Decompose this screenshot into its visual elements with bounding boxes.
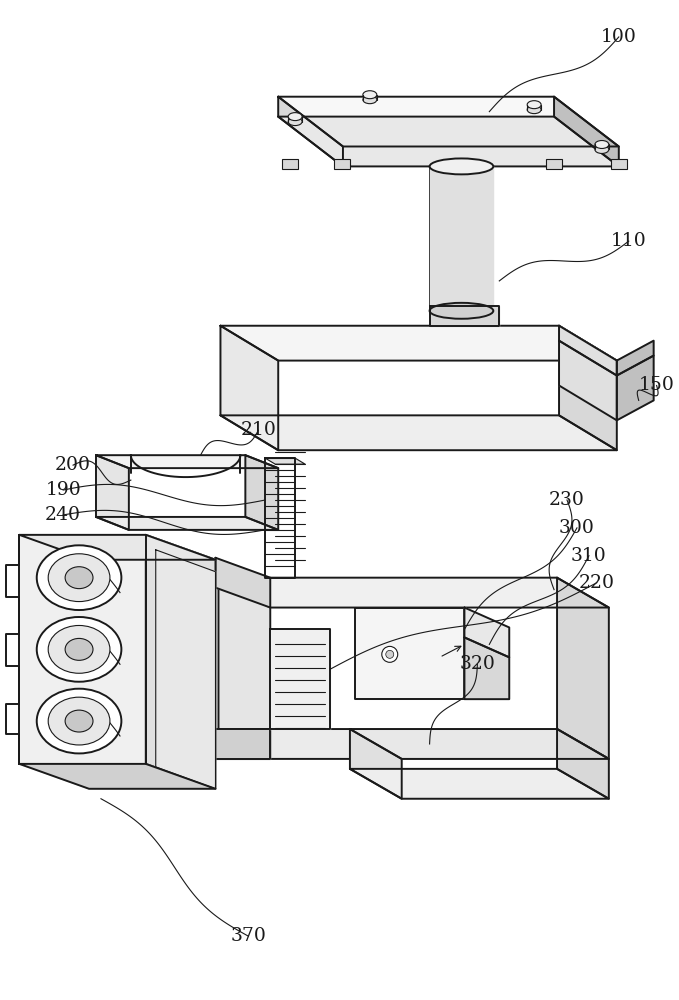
Ellipse shape (288, 113, 302, 121)
Polygon shape (430, 306, 499, 326)
Polygon shape (278, 117, 619, 166)
Polygon shape (355, 608, 464, 699)
Ellipse shape (65, 567, 93, 589)
Polygon shape (464, 637, 509, 699)
Ellipse shape (65, 710, 93, 732)
Polygon shape (557, 729, 609, 799)
Text: 230: 230 (549, 491, 585, 509)
Polygon shape (215, 558, 270, 608)
Polygon shape (245, 455, 278, 530)
Ellipse shape (595, 141, 609, 148)
Bar (546, 159, 562, 169)
Polygon shape (219, 578, 270, 759)
Ellipse shape (430, 158, 494, 174)
Ellipse shape (363, 91, 377, 99)
Polygon shape (278, 97, 343, 166)
Polygon shape (617, 356, 654, 420)
Ellipse shape (363, 96, 377, 104)
Ellipse shape (37, 689, 122, 753)
Text: 310: 310 (571, 547, 607, 565)
Bar (611, 159, 627, 169)
Text: 150: 150 (639, 376, 674, 394)
Text: 300: 300 (559, 519, 595, 537)
Polygon shape (617, 341, 654, 376)
Ellipse shape (48, 625, 110, 673)
Text: 210: 210 (240, 421, 276, 439)
Polygon shape (559, 326, 617, 376)
Bar (282, 159, 298, 169)
Polygon shape (221, 326, 617, 361)
Text: 200: 200 (55, 456, 91, 474)
Ellipse shape (37, 545, 122, 610)
Polygon shape (221, 415, 617, 450)
Text: 110: 110 (611, 232, 646, 250)
Ellipse shape (527, 101, 541, 109)
Ellipse shape (527, 106, 541, 114)
Bar (334, 159, 350, 169)
Text: 320: 320 (460, 655, 495, 673)
Polygon shape (221, 326, 278, 450)
Polygon shape (557, 578, 609, 759)
Ellipse shape (595, 145, 609, 153)
Polygon shape (278, 97, 619, 146)
Polygon shape (96, 455, 129, 530)
Polygon shape (464, 608, 509, 657)
Circle shape (382, 646, 398, 662)
Text: 240: 240 (45, 506, 81, 524)
Polygon shape (270, 629, 330, 729)
Polygon shape (215, 729, 270, 759)
Polygon shape (430, 166, 494, 311)
Polygon shape (265, 458, 305, 464)
Polygon shape (155, 550, 215, 789)
Polygon shape (554, 97, 619, 166)
Text: 370: 370 (230, 927, 266, 945)
Ellipse shape (48, 554, 110, 602)
Text: 220: 220 (579, 574, 615, 592)
Polygon shape (350, 729, 609, 759)
Polygon shape (559, 326, 617, 450)
Ellipse shape (37, 617, 122, 682)
Text: 190: 190 (45, 481, 81, 499)
Text: 100: 100 (601, 28, 637, 46)
Polygon shape (96, 517, 278, 530)
Polygon shape (559, 341, 617, 420)
Polygon shape (219, 729, 609, 759)
Polygon shape (19, 535, 146, 764)
Ellipse shape (48, 697, 110, 745)
Polygon shape (350, 769, 609, 799)
Polygon shape (19, 535, 215, 560)
Polygon shape (350, 729, 402, 799)
Ellipse shape (430, 303, 494, 319)
Ellipse shape (288, 118, 302, 126)
Circle shape (386, 650, 394, 658)
Polygon shape (96, 455, 278, 468)
Ellipse shape (65, 638, 93, 660)
Polygon shape (219, 578, 609, 608)
Polygon shape (19, 764, 215, 789)
Polygon shape (146, 535, 215, 789)
